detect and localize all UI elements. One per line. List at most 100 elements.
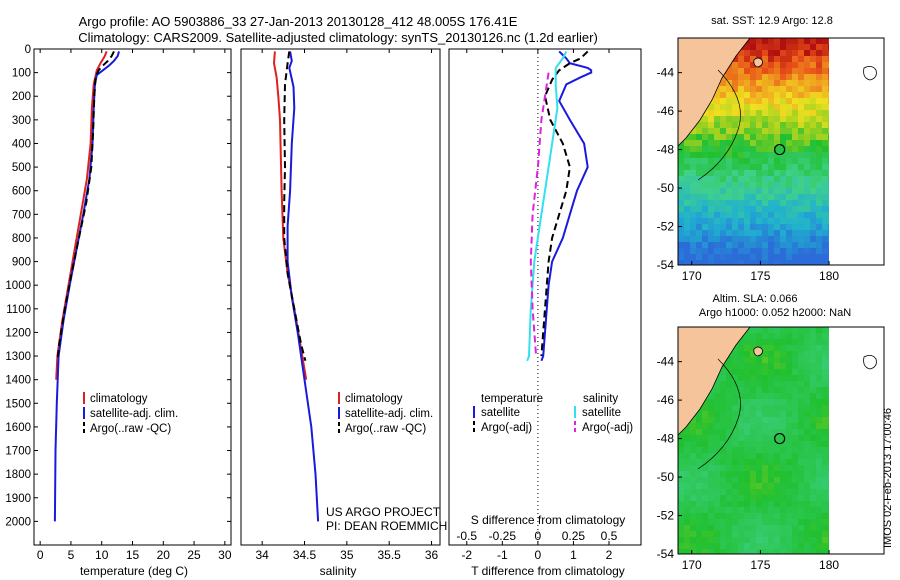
map-cell <box>810 158 816 164</box>
map-cell <box>822 417 828 423</box>
map-cell <box>684 182 690 188</box>
map-cell <box>762 86 768 92</box>
map-cell <box>774 218 780 224</box>
map-cell <box>774 489 780 495</box>
map-cell <box>678 453 684 459</box>
map-cell <box>744 459 750 465</box>
map-cell <box>738 116 744 122</box>
map-cell <box>822 357 828 363</box>
map-cell <box>810 86 816 92</box>
salinity-panel-frame <box>240 48 441 546</box>
map-cell <box>708 140 714 146</box>
map-cell <box>780 134 786 140</box>
map-cell <box>762 164 768 170</box>
map-cell <box>798 248 804 254</box>
map-cell <box>762 116 768 122</box>
map-cell <box>822 501 828 507</box>
map-cell <box>690 495 696 501</box>
map-cell <box>792 399 798 405</box>
map-cell <box>786 513 792 519</box>
map-cell <box>738 158 744 164</box>
map-cell <box>798 260 804 265</box>
map-cell <box>714 501 720 507</box>
x-tick-label: 35.5 <box>378 548 402 562</box>
map-cell <box>810 128 816 134</box>
map-cell <box>768 230 774 236</box>
map-cell <box>798 110 804 116</box>
map-cell <box>750 254 756 260</box>
map-cell <box>738 230 744 236</box>
map-cell <box>816 465 822 471</box>
map-cell <box>738 146 744 152</box>
map-cell <box>756 369 762 375</box>
map-cell <box>780 50 786 56</box>
map-cell <box>792 471 798 477</box>
map-cell <box>696 483 702 489</box>
map-cell <box>756 224 762 230</box>
map-cell <box>774 387 780 393</box>
y-tick-label: 500 <box>12 162 31 174</box>
map-cell <box>756 513 762 519</box>
map-cell <box>792 146 798 152</box>
map-cell <box>768 351 774 357</box>
map-cell <box>738 429 744 435</box>
map-cell <box>774 134 780 140</box>
y-tick-label: 2000 <box>5 516 31 528</box>
map-cell <box>738 140 744 146</box>
map-cell <box>804 68 810 74</box>
map-cell <box>714 537 720 543</box>
map-cell <box>732 236 738 242</box>
map-y-tick-label: -46 <box>657 104 675 118</box>
map-cell <box>816 501 822 507</box>
map-cell <box>804 411 810 417</box>
map-cell <box>738 248 744 254</box>
map-cell <box>816 339 822 345</box>
map-cell <box>816 68 822 74</box>
map-cell <box>780 525 786 531</box>
map-cell <box>798 236 804 242</box>
map-cell <box>810 495 816 501</box>
map-cell <box>708 417 714 423</box>
map-cell <box>750 38 756 44</box>
map-cell <box>678 170 684 176</box>
map-cell <box>768 74 774 80</box>
map-cell <box>720 128 726 134</box>
map-cell <box>780 363 786 369</box>
map-cell <box>690 146 696 152</box>
map-cell <box>816 453 822 459</box>
map-cell <box>756 110 762 116</box>
map-cell <box>816 212 822 218</box>
map-cell <box>684 447 690 453</box>
map-cell <box>726 543 732 549</box>
map-cell <box>714 543 720 549</box>
map-cell <box>714 134 720 140</box>
map-cell <box>690 417 696 423</box>
map-cell <box>690 182 696 188</box>
map-cell <box>792 411 798 417</box>
map-cell <box>792 333 798 339</box>
map-cell <box>774 230 780 236</box>
map-cell <box>822 363 828 369</box>
map-cell <box>774 194 780 200</box>
map-cell <box>816 387 822 393</box>
map-cell <box>726 230 732 236</box>
map-cell <box>726 495 732 501</box>
map-cell <box>690 242 696 248</box>
map-cell <box>798 381 804 387</box>
map-cell <box>828 381 830 387</box>
map-cell <box>720 86 726 92</box>
map-cell <box>720 429 726 435</box>
map-cell <box>780 507 786 513</box>
map-cell <box>720 441 726 447</box>
map-cell <box>762 417 768 423</box>
map-cell <box>690 549 696 554</box>
map-cell <box>804 483 810 489</box>
map-cell <box>750 519 756 525</box>
map-cell <box>804 170 810 176</box>
map-cell <box>810 248 816 254</box>
map-cell <box>786 188 792 194</box>
map-cell <box>798 549 804 554</box>
map-cell <box>798 182 804 188</box>
map-cell <box>702 236 708 242</box>
map-cell <box>774 477 780 483</box>
